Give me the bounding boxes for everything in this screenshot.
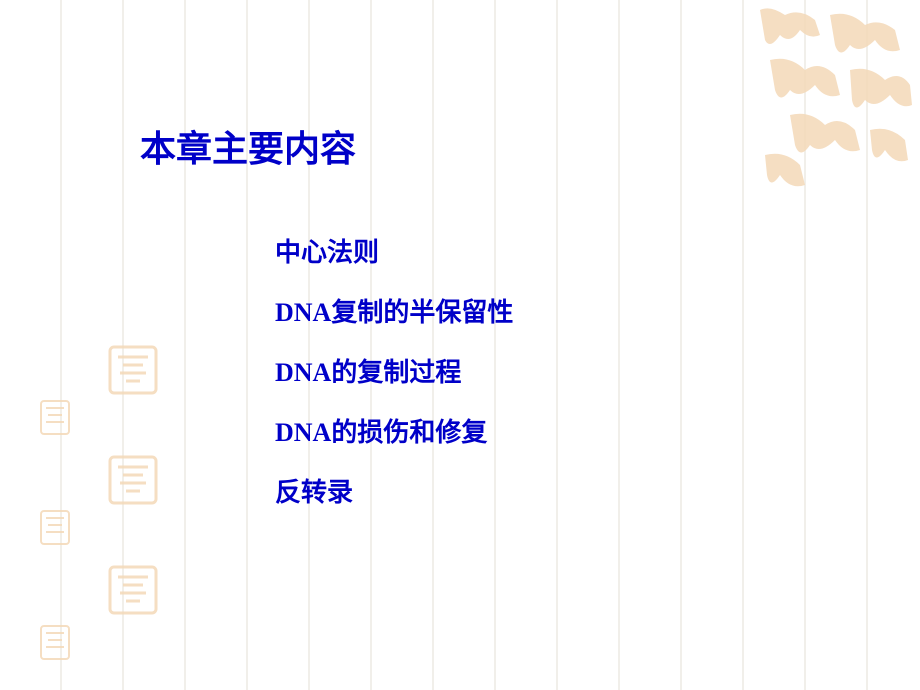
seal-decoration-3: [108, 455, 158, 505]
seal-decoration-large: [740, 0, 920, 200]
seal-decoration-2: [40, 400, 70, 435]
list-item: 反转录: [275, 480, 513, 506]
seal-decoration-6: [40, 625, 70, 660]
list-item: 中心法则: [275, 240, 513, 266]
list-item: DNA复制的半保留性: [275, 300, 513, 326]
seal-decoration-4: [40, 510, 70, 545]
list-item: DNA的复制过程: [275, 360, 513, 386]
seal-decoration-5: [108, 565, 158, 615]
seal-decoration-1: [108, 345, 158, 395]
page-title: 本章主要内容: [140, 120, 356, 172]
content-list: 中心法则 DNA复制的半保留性 DNA的复制过程 DNA的损伤和修复 反转录: [275, 240, 513, 540]
list-item: DNA的损伤和修复: [275, 420, 513, 446]
